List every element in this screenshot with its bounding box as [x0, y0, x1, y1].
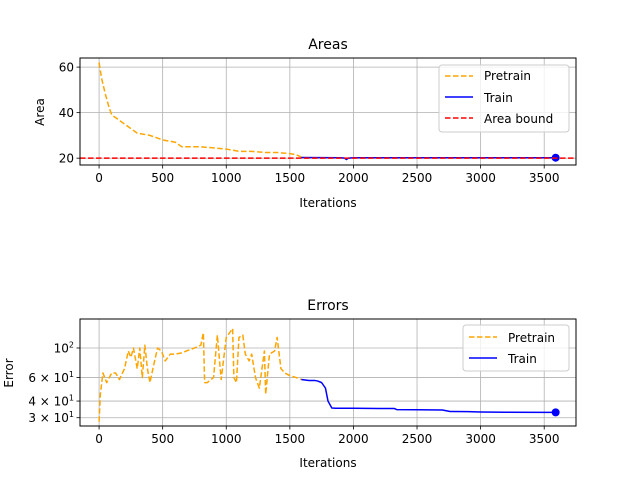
areas-series [80, 62, 576, 162]
areas-x-tick-label: 500 [151, 171, 174, 185]
errors-x-tick-label: 3500 [529, 432, 560, 446]
areas-y-tick-label: 60 [59, 61, 74, 75]
errors-x-tick-label: 2000 [338, 432, 369, 446]
errors-series-train-end-marker [551, 408, 560, 417]
errors-x-tick-label: 1000 [211, 432, 242, 446]
areas-y-tick-label: 20 [59, 152, 74, 166]
errors-x-ticks: 0 500 1000 1500 2000 2500 3000 3500 [95, 426, 559, 446]
areas-x-ticks: 0 500 1000 1500 2000 2500 3000 3500 [95, 165, 559, 185]
areas-title: Areas [308, 37, 348, 53]
errors-x-tick-label: 1500 [275, 432, 306, 446]
errors-legend-train-label: Train [507, 352, 537, 366]
areas-series-pretrain-line [98, 62, 302, 158]
areas-x-tick-label: 2500 [402, 171, 433, 185]
errors-y-tick-label: 6 × 101 [28, 370, 74, 385]
areas-x-tick-label: 3000 [465, 171, 496, 185]
errors-series-pretrain-line [98, 327, 302, 422]
areas-y-ticks: 20 40 60 [59, 61, 80, 166]
errors-y-axis-label: Error [2, 358, 16, 387]
errors-x-tick-label: 0 [95, 432, 103, 446]
areas-x-tick-label: 1000 [211, 171, 242, 185]
errors-title: Errors [307, 298, 348, 314]
errors-x-tick-label: 3000 [465, 432, 496, 446]
areas-x-tick-label: 0 [95, 171, 103, 185]
errors-series-train-line [301, 378, 556, 414]
areas-legend-pretrain-label: Pretrain [484, 69, 531, 83]
errors-series [98, 327, 560, 422]
errors-legend: Pretrain Train [462, 324, 570, 372]
areas-legend-bound-label: Area bound [484, 112, 553, 126]
errors-y-tick-label: 4 × 101 [28, 394, 74, 409]
errors-y-tick-label: 3 × 101 [28, 410, 74, 425]
areas-y-axis-label: Area [33, 98, 47, 126]
areas-x-tick-label: 3500 [529, 171, 560, 185]
areas-subplot: 0 500 1000 1500 2000 2500 3000 3500 20 40 60 Area… [33, 37, 577, 210]
areas-x-tick-label: 2000 [338, 171, 369, 185]
areas-x-axis-label: Iterations [299, 196, 356, 210]
areas-legend: Pretrain Train Area bound [438, 64, 570, 133]
areas-x-tick-label: 1500 [275, 171, 306, 185]
areas-axes-frame [79, 57, 577, 166]
errors-legend-pretrain-label: Pretrain [508, 331, 555, 345]
areas-y-tick-label: 40 [59, 106, 74, 120]
areas-legend-frame [438, 64, 570, 133]
errors-x-tick-label: 500 [151, 432, 174, 446]
errors-x-tick-label: 2500 [402, 432, 433, 446]
errors-axes-frame [79, 318, 577, 427]
areas-legend-train-label: Train [483, 91, 513, 105]
errors-y-tick-label: 102 [54, 340, 74, 355]
errors-x-axis-label: Iterations [299, 456, 356, 470]
